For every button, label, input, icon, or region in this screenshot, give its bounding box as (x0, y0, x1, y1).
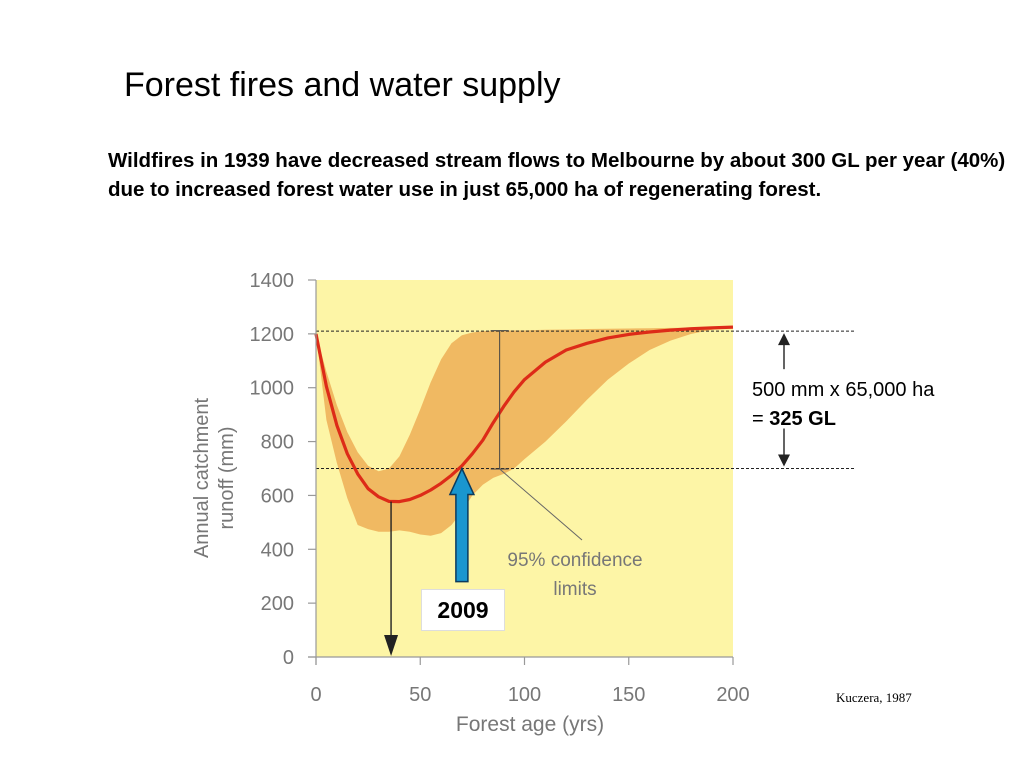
minimum-down-arrow-head (384, 635, 399, 656)
y-tick-label-1200: 1200 (250, 324, 295, 346)
x-axis-label: Forest age (yrs) (456, 713, 604, 736)
band-label-leader (499, 468, 583, 541)
annotation-line-2: = 325 GL (752, 405, 934, 434)
runoff-curve (314, 325, 734, 504)
annotation-result: 325 GL (769, 408, 836, 430)
y-tick-label-800: 800 (261, 432, 294, 454)
y-tick-label-1000: 1000 (250, 378, 295, 400)
year-2009-label: 2009 (421, 589, 505, 631)
difference-arrow-down-head (778, 454, 790, 467)
slide-lead-text: Wildfires in 1939 have decreased stream … (108, 149, 1006, 201)
y-axis-label-line2: runoff (mm) (216, 427, 238, 530)
citation: Kuczera, 1987 (836, 690, 912, 705)
difference-arrow-up-head (778, 333, 790, 346)
x-tick-label-200: 200 (716, 684, 749, 706)
runoff-annotation: 500 mm x 65,000 ha = 325 GL (752, 376, 934, 434)
annotation-line-1: 500 mm x 65,000 ha (752, 379, 935, 401)
y-tick-label-200: 200 (261, 593, 294, 615)
annotation-equals: = (752, 408, 770, 430)
y-tick-label-0: 0 (283, 647, 294, 669)
x-tick-label-0: 0 (310, 684, 321, 706)
year-2009-arrow (448, 466, 476, 583)
band-label-line2: limits (553, 579, 596, 600)
y-tick-label-1400: 1400 (250, 270, 295, 292)
band-label-line1: 95% confidence (507, 550, 642, 571)
slide-title: Forest fires and water supply (124, 66, 561, 104)
y-tick-label-400: 400 (261, 539, 294, 561)
axes: 0 200 400 600 800 1000 1200 1400 0 50 100 150 200 (250, 270, 750, 706)
x-tick-label-150: 150 (612, 684, 645, 706)
y-tick-label-600: 600 (261, 485, 294, 507)
x-tick-label-50: 50 (409, 684, 431, 706)
confidence-band (316, 327, 733, 536)
y-axis-label-line1: Annual catchment (191, 398, 213, 559)
x-tick-label-100: 100 (508, 684, 541, 706)
chart-markers (384, 330, 790, 656)
